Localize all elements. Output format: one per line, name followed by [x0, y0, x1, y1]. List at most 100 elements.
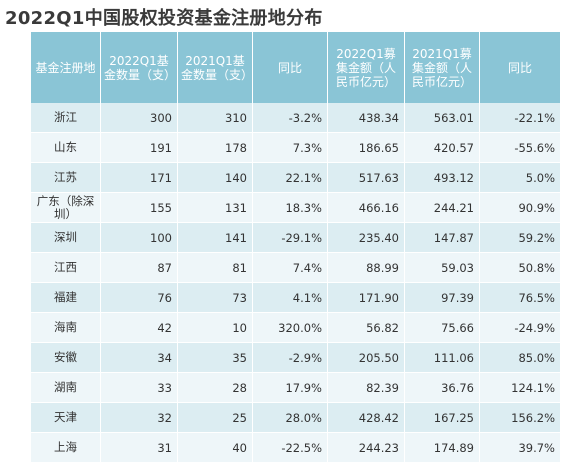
amount-2021q1-cell: 420.57 — [405, 133, 480, 163]
region-cell: 湖南 — [31, 373, 101, 403]
amount-2021q1-cell: 244.21 — [405, 193, 480, 223]
count-yoy-cell: 18.3% — [253, 193, 328, 223]
amount-yoy-cell: 90.9% — [480, 193, 560, 223]
region-cell: 江苏 — [31, 163, 101, 193]
count-yoy-cell: 22.1% — [253, 163, 328, 193]
amount-yoy-cell: -55.6% — [480, 133, 560, 163]
table-row: 湖南 33 28 17.9% 82.39 36.76 124.1% — [31, 373, 560, 403]
amount-2022q1-cell: 517.63 — [328, 163, 405, 193]
table-row: 深圳 100 141 -29.1% 235.40 147.87 59.2% — [31, 223, 560, 253]
region-cell: 上海 — [31, 433, 101, 463]
header-count-yoy: 同比 — [253, 32, 328, 103]
amount-yoy-cell: 85.0% — [480, 343, 560, 373]
count-2022q1-cell: 33 — [101, 373, 178, 403]
page-title: 2022Q1中国股权投资基金注册地分布 — [5, 8, 323, 29]
count-2022q1-cell: 155 — [101, 193, 178, 223]
table-row: 山东 191 178 7.3% 186.65 420.57 -55.6% — [31, 133, 560, 163]
table-row: 江西 87 81 7.4% 88.99 59.03 50.8% — [31, 253, 560, 283]
count-2021q1-cell: 178 — [178, 133, 253, 163]
count-yoy-cell: -29.1% — [253, 223, 328, 253]
count-2021q1-cell: 35 — [178, 343, 253, 373]
amount-2022q1-cell: 82.39 — [328, 373, 405, 403]
amount-2021q1-cell: 174.89 — [405, 433, 480, 463]
count-yoy-cell: 17.9% — [253, 373, 328, 403]
count-yoy-cell: -2.9% — [253, 343, 328, 373]
header-amount-yoy: 同比 — [480, 32, 560, 103]
count-2021q1-cell: 73 — [178, 283, 253, 313]
count-2021q1-cell: 81 — [178, 253, 253, 283]
header-2022q1-count: 2022Q1基金数量（支） — [101, 32, 178, 103]
fund-distribution-table: 基金注册地 2022Q1基金数量（支） 2021Q1基金数量（支） 同比 202… — [31, 32, 560, 463]
region-cell: 江西 — [31, 253, 101, 283]
amount-2022q1-cell: 438.34 — [328, 103, 405, 133]
amount-2022q1-cell: 171.90 — [328, 283, 405, 313]
amount-yoy-cell: 59.2% — [480, 223, 560, 253]
amount-2022q1-cell: 428.42 — [328, 403, 405, 433]
count-yoy-cell: -3.2% — [253, 103, 328, 133]
count-yoy-cell: 4.1% — [253, 283, 328, 313]
amount-2022q1-cell: 205.50 — [328, 343, 405, 373]
amount-yoy-cell: -24.9% — [480, 313, 560, 343]
table-row: 福建 76 73 4.1% 171.90 97.39 76.5% — [31, 283, 560, 313]
count-2021q1-cell: 140 — [178, 163, 253, 193]
amount-yoy-cell: 39.7% — [480, 433, 560, 463]
amount-2022q1-cell: 244.23 — [328, 433, 405, 463]
count-2022q1-cell: 87 — [101, 253, 178, 283]
header-2021q1-amount: 2021Q1募集金额（人民币亿元） — [405, 32, 480, 103]
header-2021q1-count: 2021Q1基金数量（支） — [178, 32, 253, 103]
amount-2022q1-cell: 235.40 — [328, 223, 405, 253]
amount-2021q1-cell: 36.76 — [405, 373, 480, 403]
region-cell: 海南 — [31, 313, 101, 343]
region-cell: 山东 — [31, 133, 101, 163]
amount-2021q1-cell: 97.39 — [405, 283, 480, 313]
amount-2021q1-cell: 147.87 — [405, 223, 480, 253]
count-2021q1-cell: 25 — [178, 403, 253, 433]
count-yoy-cell: 28.0% — [253, 403, 328, 433]
count-2022q1-cell: 191 — [101, 133, 178, 163]
region-cell: 广东（除深圳） — [31, 193, 101, 223]
amount-2022q1-cell: 466.16 — [328, 193, 405, 223]
table-row: 安徽 34 35 -2.9% 205.50 111.06 85.0% — [31, 343, 560, 373]
table-body: 浙江 300 310 -3.2% 438.34 563.01 -22.1% 山东 191 178 7… — [31, 103, 560, 463]
count-2022q1-cell: 171 — [101, 163, 178, 193]
count-2021q1-cell: 40 — [178, 433, 253, 463]
amount-yoy-cell: 76.5% — [480, 283, 560, 313]
count-2021q1-cell: 141 — [178, 223, 253, 253]
amount-yoy-cell: 156.2% — [480, 403, 560, 433]
table-row: 海南 42 10 320.0% 56.82 75.66 -24.9% — [31, 313, 560, 343]
count-2022q1-cell: 34 — [101, 343, 178, 373]
amount-2022q1-cell: 88.99 — [328, 253, 405, 283]
table-row: 天津 32 25 28.0% 428.42 167.25 156.2% — [31, 403, 560, 433]
amount-2021q1-cell: 59.03 — [405, 253, 480, 283]
amount-2022q1-cell: 186.65 — [328, 133, 405, 163]
count-2022q1-cell: 100 — [101, 223, 178, 253]
table-row: 广东（除深圳） 155 131 18.3% 466.16 244.21 90.9% — [31, 193, 560, 223]
table-row: 上海 31 40 -22.5% 244.23 174.89 39.7% — [31, 433, 560, 463]
count-2021q1-cell: 310 — [178, 103, 253, 133]
count-2022q1-cell: 300 — [101, 103, 178, 133]
count-2021q1-cell: 131 — [178, 193, 253, 223]
amount-yoy-cell: 50.8% — [480, 253, 560, 283]
amount-2021q1-cell: 167.25 — [405, 403, 480, 433]
table-row: 江苏 171 140 22.1% 517.63 493.12 5.0% — [31, 163, 560, 193]
header-region: 基金注册地 — [31, 32, 101, 103]
region-cell: 福建 — [31, 283, 101, 313]
region-cell: 天津 — [31, 403, 101, 433]
count-2022q1-cell: 31 — [101, 433, 178, 463]
count-2022q1-cell: 42 — [101, 313, 178, 343]
amount-2021q1-cell: 493.12 — [405, 163, 480, 193]
table-row: 浙江 300 310 -3.2% 438.34 563.01 -22.1% — [31, 103, 560, 133]
amount-yoy-cell: 124.1% — [480, 373, 560, 403]
count-2021q1-cell: 28 — [178, 373, 253, 403]
count-yoy-cell: 320.0% — [253, 313, 328, 343]
count-2021q1-cell: 10 — [178, 313, 253, 343]
region-cell: 浙江 — [31, 103, 101, 133]
count-yoy-cell: 7.3% — [253, 133, 328, 163]
region-cell: 安徽 — [31, 343, 101, 373]
table-header-row: 基金注册地 2022Q1基金数量（支） 2021Q1基金数量（支） 同比 202… — [31, 32, 560, 103]
count-yoy-cell: -22.5% — [253, 433, 328, 463]
count-yoy-cell: 7.4% — [253, 253, 328, 283]
amount-2021q1-cell: 75.66 — [405, 313, 480, 343]
count-2022q1-cell: 32 — [101, 403, 178, 433]
region-cell: 深圳 — [31, 223, 101, 253]
